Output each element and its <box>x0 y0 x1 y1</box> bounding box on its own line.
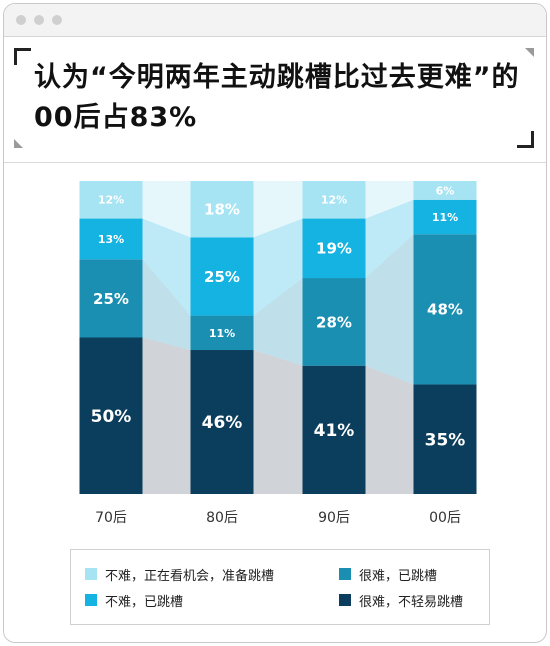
data-label: 25% <box>93 290 129 308</box>
bar-segment <box>413 199 477 235</box>
connector-band <box>365 181 414 219</box>
corner-triangle-icon <box>14 139 23 148</box>
corner-bracket-icon <box>517 131 534 148</box>
window-dot-icon <box>34 15 44 25</box>
data-label: 19% <box>316 240 352 258</box>
bar-segment <box>190 237 254 316</box>
bar-segment <box>413 384 477 494</box>
bar-segment <box>413 181 477 200</box>
data-label: 11% <box>209 327 235 340</box>
legend-swatch <box>339 594 351 606</box>
legend-item: 很难，已跳槽 <box>339 566 438 584</box>
data-label: 25% <box>204 268 240 286</box>
x-tick-label: 70后 <box>95 510 127 526</box>
bar-segment <box>413 234 477 385</box>
data-label: 18% <box>204 201 240 219</box>
bar-segment <box>302 365 366 494</box>
data-label: 50% <box>91 407 132 427</box>
bar-segment <box>302 278 366 366</box>
data-label: 11% <box>432 211 458 224</box>
bar-segment <box>79 259 143 338</box>
data-label: 46% <box>202 413 243 433</box>
bar-segment <box>79 337 143 494</box>
chart-title: 认为“今明两年主动跳槽比过去更难”的00后占83% <box>34 62 520 133</box>
data-label: 35% <box>425 430 466 450</box>
legend-swatch <box>339 568 351 580</box>
connector-band <box>142 181 191 238</box>
window-dot-icon <box>52 15 62 25</box>
connector-band <box>253 218 303 316</box>
data-label: 6% <box>436 184 455 197</box>
connector-band <box>253 350 303 494</box>
connector-band <box>365 234 414 385</box>
legend-label: 很难，已跳槽 <box>359 568 438 584</box>
corner-bracket-icon <box>14 48 31 65</box>
bar-segment <box>190 181 254 238</box>
data-label: 12% <box>98 194 124 207</box>
title-box: 认为“今明两年主动跳槽比过去更难”的00后占83% <box>14 48 534 148</box>
legend-swatch <box>85 594 97 606</box>
connector-band <box>142 337 191 494</box>
title-divider <box>4 162 546 163</box>
x-tick-label: 80后 <box>206 510 238 526</box>
connector-band <box>142 218 191 316</box>
data-label: 12% <box>321 194 347 207</box>
legend-item: 很难，不轻易跳槽 <box>339 592 464 610</box>
bar-segment <box>302 181 366 219</box>
bar-segment <box>190 315 254 351</box>
data-label: 48% <box>427 301 463 319</box>
legend-item: 不难，正在看机会，准备跳槽 <box>85 566 275 584</box>
window-dot-icon <box>16 15 26 25</box>
stacked-bar-chart: 50% 25% 13% 12% 70后 46% 11% 25% 18% 80后 41% 28% 19% 1… <box>79 181 477 526</box>
bar-segment <box>190 350 254 494</box>
chart-legend: 不难，正在看机会，准备跳槽 很难，已跳槽 不难，已跳槽 很难，不轻易跳槽 <box>70 549 490 625</box>
article-card: 认为“今明两年主动跳槽比过去更难”的00后占83% 50% 25% 13% 12% 70… <box>3 3 547 643</box>
legend-label: 不难，正在看机会，准备跳槽 <box>105 568 275 584</box>
corner-triangle-icon <box>525 48 534 57</box>
connector-band <box>253 278 303 366</box>
data-label: 41% <box>314 421 355 441</box>
bar-segment <box>302 218 366 279</box>
connector-band <box>253 181 303 238</box>
data-label: 28% <box>316 313 352 331</box>
window-title-bar <box>4 4 546 37</box>
connector-band <box>142 259 191 351</box>
legend-label: 很难，不轻易跳槽 <box>359 594 464 610</box>
legend-swatch <box>85 568 97 580</box>
x-tick-label: 00后 <box>429 510 461 526</box>
connector-band <box>365 199 414 279</box>
bar-segment <box>79 181 143 219</box>
bar-segment <box>79 218 143 260</box>
legend-label: 不难，已跳槽 <box>105 594 184 610</box>
legend-item: 不难，已跳槽 <box>85 592 184 610</box>
connector-band <box>365 365 414 494</box>
x-tick-label: 90后 <box>318 510 350 526</box>
data-label: 13% <box>98 233 124 246</box>
